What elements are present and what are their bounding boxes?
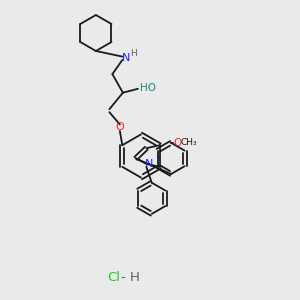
Text: CH₃: CH₃ (180, 138, 197, 147)
Text: N: N (145, 159, 153, 169)
Text: HO: HO (140, 83, 156, 93)
Text: - H: - H (121, 271, 140, 284)
Text: H: H (130, 49, 137, 58)
Text: N: N (122, 53, 130, 64)
Text: O: O (116, 122, 124, 133)
Text: O: O (173, 138, 182, 148)
Text: Cl: Cl (107, 271, 121, 284)
